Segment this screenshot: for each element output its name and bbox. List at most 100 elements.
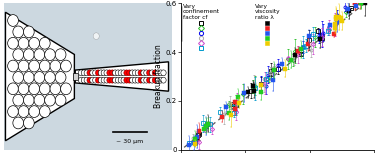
- Circle shape: [90, 77, 95, 83]
- Circle shape: [50, 83, 61, 95]
- Circle shape: [13, 72, 23, 83]
- Circle shape: [90, 70, 95, 76]
- Circle shape: [93, 70, 98, 76]
- Circle shape: [144, 70, 149, 76]
- Circle shape: [121, 70, 126, 76]
- Circle shape: [132, 77, 138, 83]
- Polygon shape: [75, 62, 169, 91]
- Circle shape: [149, 77, 155, 83]
- Circle shape: [147, 77, 152, 83]
- Circle shape: [161, 70, 166, 76]
- Circle shape: [152, 77, 158, 83]
- Circle shape: [130, 70, 135, 76]
- Circle shape: [115, 77, 121, 83]
- Circle shape: [8, 15, 19, 26]
- Circle shape: [50, 60, 61, 72]
- Circle shape: [87, 77, 92, 83]
- Circle shape: [96, 77, 101, 83]
- Circle shape: [13, 26, 23, 38]
- Circle shape: [78, 77, 84, 83]
- Legend: , , , , : , , , ,: [254, 4, 280, 45]
- Circle shape: [18, 83, 29, 95]
- Circle shape: [93, 77, 98, 83]
- Circle shape: [110, 70, 115, 76]
- Circle shape: [141, 77, 146, 83]
- Text: ~ 30 μm: ~ 30 μm: [116, 139, 144, 144]
- Circle shape: [152, 70, 158, 76]
- Circle shape: [29, 37, 40, 49]
- Circle shape: [149, 70, 155, 76]
- Bar: [73, 73, 78, 80]
- Circle shape: [107, 77, 112, 83]
- Circle shape: [8, 60, 19, 72]
- Circle shape: [39, 37, 50, 49]
- Circle shape: [55, 72, 66, 83]
- Circle shape: [124, 77, 129, 83]
- Circle shape: [115, 70, 121, 76]
- Circle shape: [138, 70, 143, 76]
- Circle shape: [101, 77, 107, 83]
- Circle shape: [110, 77, 115, 83]
- Circle shape: [113, 77, 118, 83]
- Circle shape: [18, 60, 29, 72]
- Circle shape: [118, 77, 124, 83]
- Circle shape: [60, 83, 71, 95]
- Circle shape: [158, 77, 163, 83]
- Polygon shape: [5, 12, 74, 141]
- Circle shape: [23, 72, 34, 83]
- Circle shape: [34, 49, 45, 61]
- Circle shape: [23, 94, 34, 106]
- Circle shape: [39, 83, 50, 95]
- Circle shape: [93, 33, 99, 39]
- Circle shape: [155, 70, 161, 76]
- Circle shape: [84, 77, 90, 83]
- Circle shape: [78, 70, 84, 76]
- Circle shape: [127, 70, 132, 76]
- Circle shape: [13, 49, 23, 61]
- Circle shape: [155, 77, 161, 83]
- Circle shape: [130, 77, 135, 83]
- Circle shape: [98, 70, 104, 76]
- Circle shape: [45, 72, 56, 83]
- Circle shape: [87, 70, 92, 76]
- Circle shape: [8, 106, 19, 118]
- Circle shape: [60, 60, 71, 72]
- Circle shape: [121, 77, 126, 83]
- Circle shape: [18, 106, 29, 118]
- Circle shape: [13, 117, 23, 129]
- Circle shape: [23, 117, 34, 129]
- Circle shape: [104, 77, 109, 83]
- Circle shape: [81, 77, 87, 83]
- Circle shape: [101, 70, 107, 76]
- Y-axis label: Breakup fraction: Breakup fraction: [154, 45, 163, 108]
- Circle shape: [98, 77, 104, 83]
- Circle shape: [55, 49, 66, 61]
- Circle shape: [135, 77, 141, 83]
- Circle shape: [23, 49, 34, 61]
- Circle shape: [161, 77, 166, 83]
- Circle shape: [29, 106, 40, 118]
- Circle shape: [29, 60, 40, 72]
- Circle shape: [13, 94, 23, 106]
- Circle shape: [39, 60, 50, 72]
- Circle shape: [45, 94, 56, 106]
- Circle shape: [141, 70, 146, 76]
- Circle shape: [8, 83, 19, 95]
- Circle shape: [127, 77, 132, 83]
- Circle shape: [113, 70, 118, 76]
- Circle shape: [23, 26, 34, 38]
- Circle shape: [104, 70, 109, 76]
- Circle shape: [34, 72, 45, 83]
- Circle shape: [96, 70, 101, 76]
- Circle shape: [158, 70, 163, 76]
- Circle shape: [81, 70, 87, 76]
- Circle shape: [55, 94, 66, 106]
- Circle shape: [29, 83, 40, 95]
- Circle shape: [107, 70, 112, 76]
- Circle shape: [45, 49, 56, 61]
- Circle shape: [124, 70, 129, 76]
- Circle shape: [132, 70, 138, 76]
- Circle shape: [18, 37, 29, 49]
- Circle shape: [34, 94, 45, 106]
- Circle shape: [147, 70, 152, 76]
